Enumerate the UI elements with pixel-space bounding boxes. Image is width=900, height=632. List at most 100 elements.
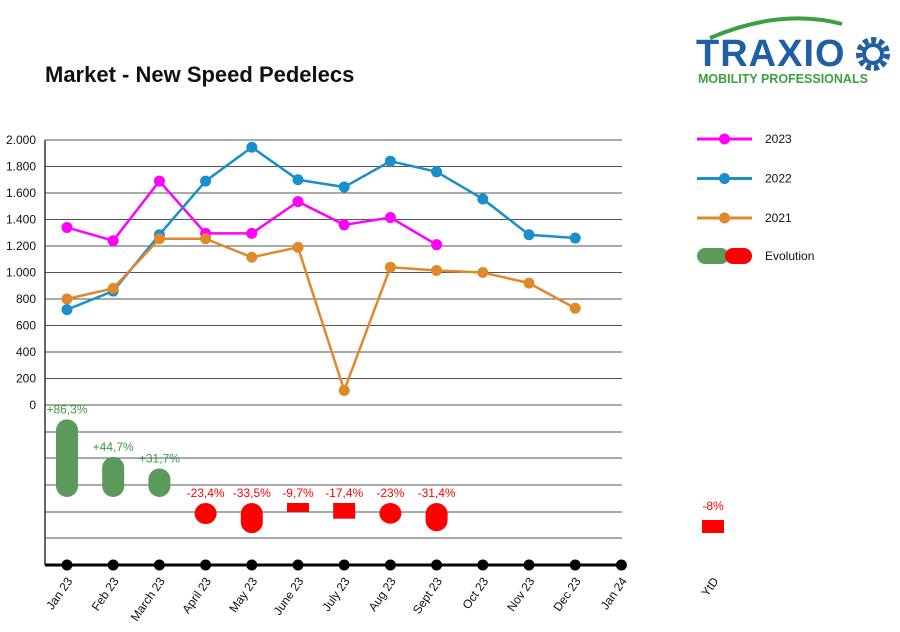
x-axis-marker — [477, 559, 489, 571]
series-point-2023 — [107, 235, 119, 247]
y-tick-label: 600 — [16, 319, 36, 333]
series-point-2022 — [246, 141, 258, 153]
y-tick-label: 200 — [16, 372, 36, 386]
series-point-2021 — [153, 233, 165, 245]
series-point-2022 — [431, 166, 443, 178]
evolution-bar — [194, 503, 217, 525]
evolution-label: +44,7% — [93, 440, 134, 454]
y-tick-label: 1.200 — [6, 239, 36, 253]
series-point-2023 — [384, 212, 396, 224]
series-point-2022 — [292, 174, 304, 186]
x-axis-marker — [246, 559, 258, 571]
logo-swoosh — [709, 16, 843, 40]
evolution-bar — [102, 456, 125, 497]
series-point-2021 — [338, 384, 350, 396]
series-point-2022 — [384, 155, 396, 167]
legend-label: 2022 — [765, 172, 792, 186]
series-point-2021 — [246, 251, 258, 263]
evolution-bar — [425, 503, 448, 532]
x-tick-label: Jan 24 — [598, 574, 630, 612]
series-line-2022 — [66, 145, 576, 311]
x-tick-label: Sept 23 — [410, 574, 445, 616]
evolution-label: -31,4% — [418, 486, 456, 500]
series-point-2022 — [338, 181, 350, 193]
series-point-2021 — [523, 277, 535, 289]
series-point-2023 — [338, 219, 350, 231]
evolution-bar — [148, 468, 171, 497]
series-point-2021 — [569, 302, 581, 314]
x-tick-label: Nov 23 — [504, 574, 537, 613]
x-axis-marker — [338, 559, 350, 571]
evolution-bar — [287, 503, 309, 512]
legend-label: 2023 — [765, 132, 792, 146]
x-tick-label: April 23 — [179, 574, 214, 616]
series-point-2022 — [569, 232, 581, 244]
x-axis-marker — [292, 559, 304, 571]
y-tick-label: 0 — [29, 398, 36, 412]
series-point-2023 — [431, 239, 443, 251]
x-axis-marker — [384, 559, 396, 571]
x-axis-marker — [153, 559, 165, 571]
legend-label: 2021 — [765, 211, 792, 225]
evolution-label: -9,7% — [282, 486, 314, 500]
x-axis-marker — [523, 559, 535, 571]
evolution-label: -23,4% — [187, 486, 225, 500]
series-point-2021 — [384, 261, 396, 273]
y-tick-label: 400 — [16, 345, 36, 359]
x-tick-label: May 23 — [226, 574, 260, 615]
x-axis-marker — [431, 559, 443, 571]
series-point-2021 — [431, 265, 443, 277]
x-tick-label: July 23 — [319, 574, 352, 613]
series-point-2021 — [200, 233, 212, 245]
evolution-bar — [333, 503, 356, 519]
series-point-2023 — [153, 175, 165, 187]
x-tick-label: June 23 — [270, 574, 306, 617]
y-tick-label: 1.800 — [6, 160, 36, 174]
evolution-bar-ytd — [702, 520, 724, 533]
legend-marker-2021 — [719, 212, 730, 224]
series-point-2023 — [246, 227, 258, 239]
series-point-2023 — [61, 221, 73, 233]
series-point-2022 — [477, 193, 489, 205]
series-point-2021 — [292, 241, 304, 253]
x-tick-label: Oct 23 — [460, 574, 492, 611]
y-tick-label: 800 — [16, 292, 36, 306]
y-tick-label: 1.000 — [6, 266, 36, 280]
y-tick-label: 1.400 — [6, 213, 36, 227]
evolution-bar — [240, 503, 263, 534]
x-axis-marker — [615, 559, 627, 571]
evolution-label: -23% — [376, 486, 404, 500]
gear-icon — [856, 37, 890, 71]
logo-tagline: MOBILITY PROFESSIONALS — [698, 72, 868, 86]
evolution-bar — [379, 503, 402, 524]
legend-evolution-negative — [725, 248, 752, 264]
series-point-2023 — [292, 196, 304, 208]
evolution-bar — [56, 419, 78, 497]
y-tick-label: 2.000 — [6, 133, 36, 147]
legend-evolution-positive — [697, 248, 729, 264]
x-tick-label-ytd: YtD — [699, 574, 722, 599]
x-axis-marker — [200, 559, 212, 571]
logo-wordmark: TRAXIO — [696, 33, 846, 75]
evolution-label: -17,4% — [325, 486, 363, 500]
x-tick-label: March 23 — [128, 574, 168, 623]
legend-marker-2023 — [719, 133, 730, 145]
evolution-label-ytd: -8% — [702, 499, 724, 513]
page-title: Market - New Speed Pedelecs — [45, 62, 355, 87]
x-tick-label: Dec 23 — [550, 574, 583, 613]
x-axis-marker — [107, 559, 119, 571]
y-tick-label: 1.600 — [6, 186, 36, 200]
evolution-label: +86,3% — [46, 402, 87, 416]
legend-marker-2022 — [719, 173, 730, 184]
series-line-2021 — [66, 237, 576, 395]
series-point-2021 — [477, 267, 489, 278]
x-tick-label: Aug 23 — [366, 574, 399, 613]
series-point-2022 — [61, 304, 73, 316]
x-tick-label: Feb 23 — [89, 574, 122, 613]
x-axis-marker — [61, 559, 73, 571]
evolution-label: +31,7% — [139, 451, 180, 465]
series-point-2021 — [107, 282, 119, 294]
legend-label: Evolution — [765, 249, 814, 263]
x-axis-marker — [569, 559, 581, 571]
